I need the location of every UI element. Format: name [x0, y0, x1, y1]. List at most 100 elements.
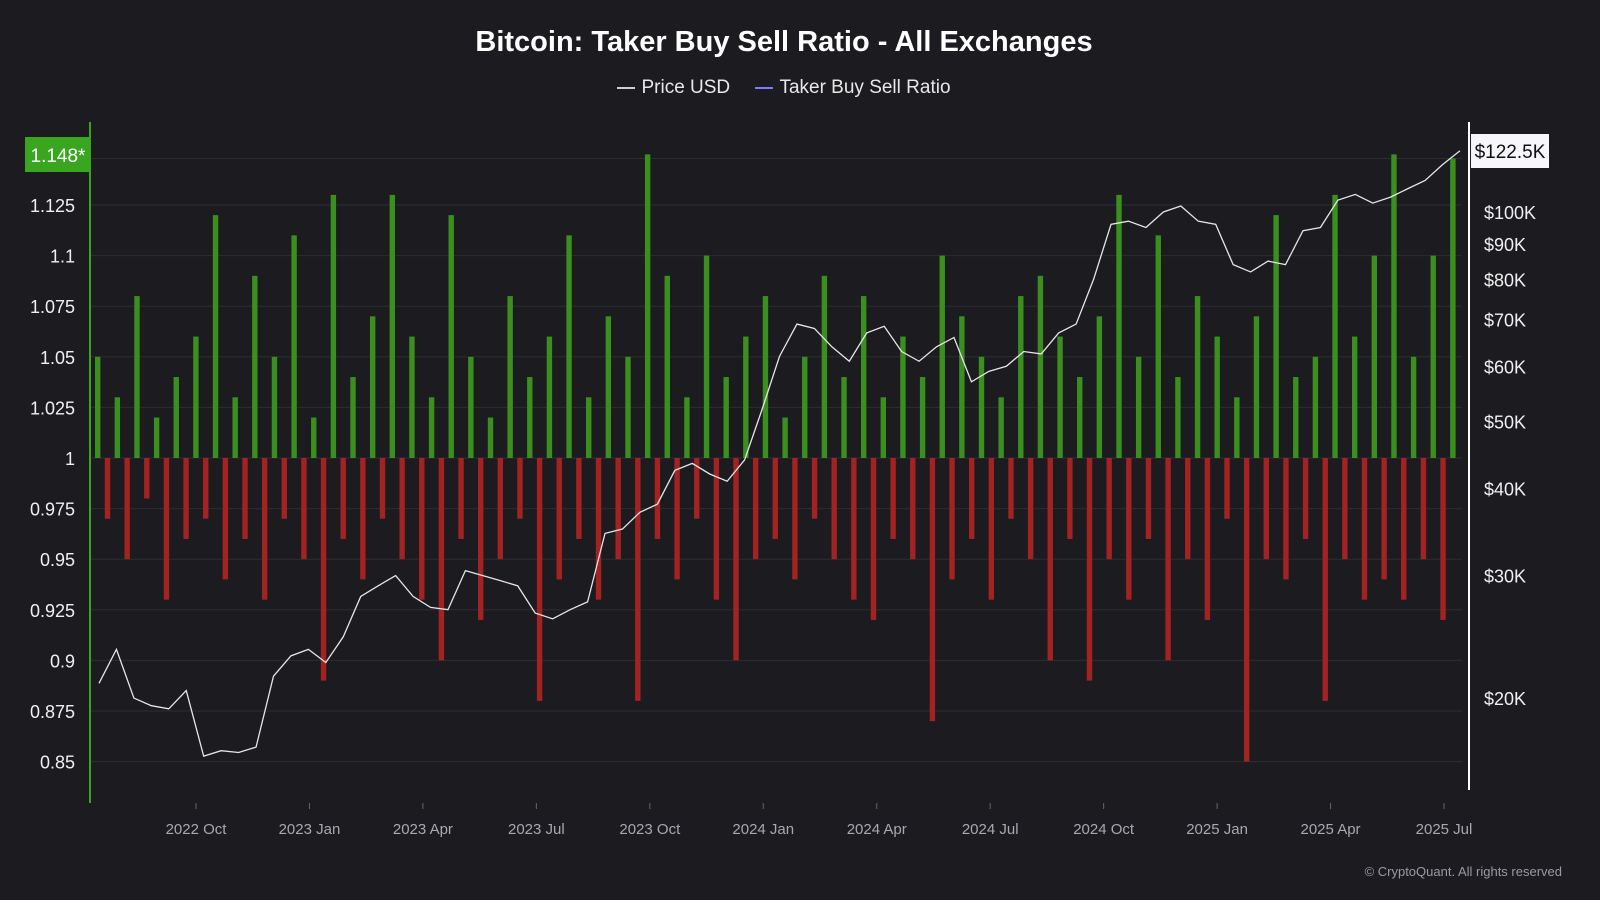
ratio-bar	[910, 458, 916, 560]
x-tick-label: 2023 Oct	[619, 821, 681, 838]
ratio-bar	[762, 296, 769, 458]
ratio-bar	[605, 316, 612, 458]
ratio-bar	[360, 458, 366, 580]
ratio-bar	[831, 458, 837, 560]
ratio-bar	[477, 458, 484, 620]
ratio-bar	[212, 215, 219, 458]
ratio-bar	[340, 458, 346, 539]
ratio-bar	[261, 458, 268, 600]
ratio-bar	[644, 154, 651, 458]
left-tick-label: 1.025	[30, 398, 75, 418]
ratio-bar	[860, 296, 867, 458]
ratio-bar	[1096, 316, 1103, 458]
ratio-bar	[1027, 458, 1034, 560]
x-tick-label: 2024 Apr	[847, 821, 907, 838]
legend-item-ratio[interactable]: Taker Buy Sell Ratio	[755, 77, 951, 99]
ratio-bar	[1361, 458, 1368, 600]
ratio-bar	[1194, 296, 1201, 458]
ratio-bar	[428, 397, 435, 458]
ratio-bar	[1106, 458, 1112, 560]
x-tick-label: 2023 Jul	[508, 821, 565, 838]
ratio-bar	[546, 336, 553, 458]
legend-item-price[interactable]: Price USD	[617, 77, 730, 99]
ratio-bar	[772, 458, 778, 539]
ratio-bar	[556, 458, 562, 580]
ratio-bar	[635, 458, 641, 701]
right-tick-label: $60K	[1484, 357, 1526, 377]
ratio-bar	[1312, 356, 1319, 458]
ratio-bar	[1214, 336, 1220, 458]
ratio-bar	[301, 458, 307, 560]
ratio-bar	[487, 417, 494, 458]
ratio-bar	[939, 255, 945, 458]
right-tick-label: $80K	[1484, 270, 1526, 290]
current-ratio-label: 1.148*	[31, 146, 87, 167]
current-price-label: $122.5K	[1475, 142, 1546, 163]
ratio-bar	[792, 458, 798, 580]
ratio-bar	[576, 458, 582, 539]
ratio-bar	[95, 356, 101, 458]
x-tick-label: 2025 Jan	[1186, 821, 1248, 838]
ratio-bar	[330, 194, 337, 458]
ratio-bar	[782, 417, 788, 458]
ratio-bar	[1155, 235, 1161, 458]
ratio-bar	[448, 215, 454, 458]
ratio-bar	[1391, 154, 1397, 458]
ratio-bar	[536, 458, 543, 701]
right-tick-label: $50K	[1484, 412, 1526, 432]
ratio-bar	[1450, 158, 1456, 458]
current-price-badge	[1471, 134, 1549, 168]
ratio-bar	[949, 458, 955, 580]
ratio-bar	[566, 235, 572, 458]
ratio-bar	[497, 458, 504, 560]
ratio-bar	[1263, 458, 1269, 560]
ratio-bar	[1253, 316, 1260, 458]
ratio-bar	[684, 397, 690, 458]
ratio-bar	[625, 356, 631, 458]
ratio-bar	[399, 458, 405, 560]
ratio-bar	[1086, 458, 1093, 681]
ratio-bar	[183, 458, 189, 539]
ratio-bar	[1204, 458, 1211, 620]
ratio-bar	[1047, 458, 1053, 661]
ratio-bar	[1293, 377, 1299, 458]
ratio-bar	[134, 296, 140, 458]
ratio-bar	[1067, 458, 1073, 539]
ratio-bar	[153, 417, 160, 458]
ratio-bar	[281, 458, 287, 519]
ratio-bar	[1077, 377, 1083, 458]
ratio-bar	[379, 458, 386, 519]
left-tick-label: 0.925	[30, 601, 75, 621]
ratio-bar	[1401, 458, 1407, 600]
ratio-bar	[1165, 458, 1171, 661]
ratio-bar	[919, 377, 926, 458]
ratio-bar	[468, 356, 474, 458]
ratio-bar	[959, 316, 965, 458]
ratio-bar	[743, 336, 749, 458]
ratio-bar	[193, 336, 199, 458]
ratio-bar	[507, 296, 513, 458]
ratio-bar	[654, 458, 661, 539]
ratio-bar	[978, 356, 985, 458]
x-tick-label: 2022 Oct	[166, 821, 228, 838]
ratio-bar	[586, 397, 592, 458]
ratio-bar	[1116, 194, 1122, 458]
right-tick-label: $30K	[1484, 567, 1526, 587]
left-tick-label: 0.875	[30, 702, 75, 722]
ratio-bar	[988, 458, 995, 600]
ratio-bar	[517, 458, 523, 519]
ratio-bar	[163, 458, 170, 600]
ratio-bar	[389, 194, 396, 458]
ratio-bar	[458, 458, 464, 539]
current-ratio-badge	[25, 137, 90, 172]
legend: Price USD Taker Buy Sell Ratio	[0, 77, 1568, 99]
ratio-bar	[703, 255, 710, 458]
ratio-bar	[870, 458, 877, 620]
ratio-bar	[232, 397, 238, 458]
ratio-bar	[1057, 336, 1063, 458]
ratio-bar	[242, 458, 248, 539]
ratio-bar	[369, 316, 376, 458]
x-tick-label: 2023 Apr	[393, 821, 453, 838]
ratio-bar	[252, 275, 258, 458]
x-tick-label: 2024 Jul	[962, 821, 1019, 838]
